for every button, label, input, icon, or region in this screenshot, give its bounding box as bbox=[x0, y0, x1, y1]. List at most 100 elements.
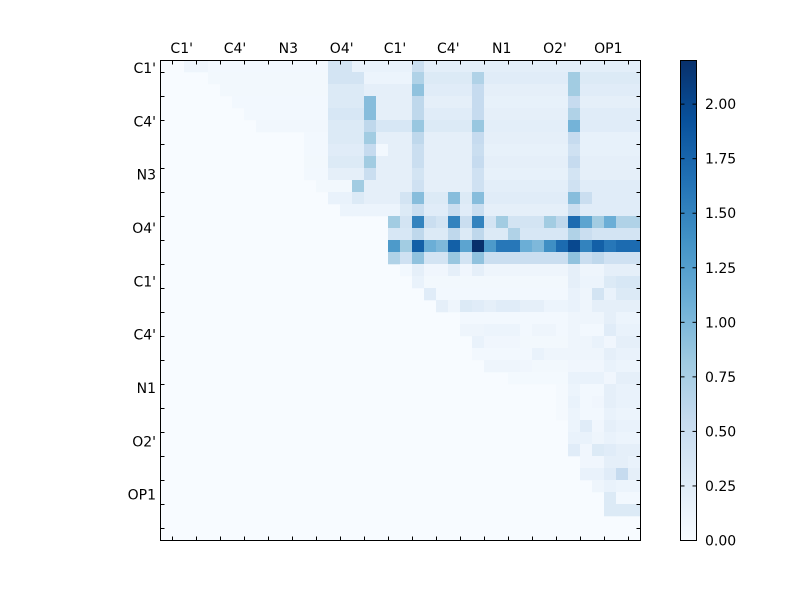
heatmap-cell bbox=[484, 324, 497, 337]
heatmap-cell bbox=[316, 168, 329, 181]
heatmap-cell bbox=[484, 348, 497, 361]
heatmap-cell bbox=[436, 240, 449, 253]
heatmap-cell bbox=[556, 300, 569, 313]
heatmap-cell bbox=[628, 180, 641, 193]
heatmap-cell bbox=[352, 144, 365, 157]
heatmap-cell bbox=[556, 264, 569, 277]
y-tick-label: N1 bbox=[137, 381, 156, 397]
heatmap-cell bbox=[544, 192, 557, 205]
heatmap-cell bbox=[376, 96, 389, 109]
heatmap-cell bbox=[328, 60, 341, 73]
heatmap-cell bbox=[424, 192, 437, 205]
heatmap-cell bbox=[520, 72, 533, 85]
heatmap-cell bbox=[448, 192, 461, 205]
heatmap-cell bbox=[508, 228, 521, 241]
heatmap-cell bbox=[568, 108, 581, 121]
heatmap-cell bbox=[496, 276, 509, 289]
heatmap-cell bbox=[532, 324, 545, 337]
heatmap-cell bbox=[304, 132, 317, 145]
colorbar-tick-label: 1.75 bbox=[705, 152, 736, 168]
heatmap-cell bbox=[544, 120, 557, 133]
heatmap-cell bbox=[484, 336, 497, 349]
heatmap-cell bbox=[520, 264, 533, 277]
heatmap-cell bbox=[340, 168, 353, 181]
heatmap-cell bbox=[628, 504, 641, 517]
heatmap-cell bbox=[472, 348, 485, 361]
heatmap-cell bbox=[544, 144, 557, 157]
heatmap-cell bbox=[292, 96, 305, 109]
heatmap-cell bbox=[280, 108, 293, 121]
heatmap-cell bbox=[532, 132, 545, 145]
heatmap-cell bbox=[604, 264, 617, 277]
heatmap-cell bbox=[508, 348, 521, 361]
x-axis-tick-labels: C1' C4' N3 O4' C1' C4' N1 O2' OP1 bbox=[170, 41, 622, 57]
heatmap-cell bbox=[604, 456, 617, 469]
heatmap-cell bbox=[496, 336, 509, 349]
heatmap-cell bbox=[520, 84, 533, 97]
heatmap-cell bbox=[532, 192, 545, 205]
heatmap-cell bbox=[616, 204, 629, 217]
heatmap-cell bbox=[532, 372, 545, 385]
heatmap-cell bbox=[592, 84, 605, 97]
heatmap-cell bbox=[256, 72, 269, 85]
heatmap-cell bbox=[532, 204, 545, 217]
heatmap-cell bbox=[340, 84, 353, 97]
heatmap-cell bbox=[628, 324, 641, 337]
heatmap-cell bbox=[436, 144, 449, 157]
colorbar-tick-label: 1.00 bbox=[705, 315, 736, 331]
heatmap-cell bbox=[436, 120, 449, 133]
heatmap-cell bbox=[520, 336, 533, 349]
heatmap-cell bbox=[568, 372, 581, 385]
heatmap-cell bbox=[520, 312, 533, 325]
heatmap-cell bbox=[604, 96, 617, 109]
heatmap-cell bbox=[436, 84, 449, 97]
heatmap-cell bbox=[448, 84, 461, 97]
heatmap-cell bbox=[580, 468, 593, 481]
heatmap-cell bbox=[364, 204, 377, 217]
heatmap-cell bbox=[508, 336, 521, 349]
heatmap-cell bbox=[604, 492, 617, 505]
heatmap-cell bbox=[436, 96, 449, 109]
heatmap-cell bbox=[532, 84, 545, 97]
heatmap-cell bbox=[400, 228, 413, 241]
heatmap-cell bbox=[508, 108, 521, 121]
heatmap-cell bbox=[508, 264, 521, 277]
heatmap-cell bbox=[580, 216, 593, 229]
heatmap-cell bbox=[592, 324, 605, 337]
heatmap-cell bbox=[508, 288, 521, 301]
heatmap-cell bbox=[604, 132, 617, 145]
heatmap-cell bbox=[580, 408, 593, 421]
heatmap-cell bbox=[496, 120, 509, 133]
heatmap-cell bbox=[352, 132, 365, 145]
heatmap-cell bbox=[424, 156, 437, 169]
heatmap-cell bbox=[532, 336, 545, 349]
heatmap-cell bbox=[580, 420, 593, 433]
heatmap-cell bbox=[388, 228, 401, 241]
heatmap-cell bbox=[460, 240, 473, 253]
heatmap-cell bbox=[268, 60, 281, 73]
heatmap-cell bbox=[628, 264, 641, 277]
heatmap-cell bbox=[568, 324, 581, 337]
heatmap-cell bbox=[364, 168, 377, 181]
heatmap-cell bbox=[604, 192, 617, 205]
heatmap-cell bbox=[544, 216, 557, 229]
heatmap-cell bbox=[376, 84, 389, 97]
heatmap-cell bbox=[460, 72, 473, 85]
heatmap-cell bbox=[592, 384, 605, 397]
heatmap-cell bbox=[448, 168, 461, 181]
heatmap-cell bbox=[628, 252, 641, 265]
heatmap-cell bbox=[592, 312, 605, 325]
heatmap-cell bbox=[592, 216, 605, 229]
heatmap-cell bbox=[340, 144, 353, 157]
heatmap-cell bbox=[400, 108, 413, 121]
heatmap-cell bbox=[520, 240, 533, 253]
heatmap-cell bbox=[352, 180, 365, 193]
heatmap-cell bbox=[580, 204, 593, 217]
heatmap-cell bbox=[544, 324, 557, 337]
heatmap-cell bbox=[436, 204, 449, 217]
heatmap-cell bbox=[448, 156, 461, 169]
x-tick-label: O2' bbox=[543, 41, 567, 57]
heatmap-cell bbox=[580, 372, 593, 385]
heatmap-cell bbox=[472, 192, 485, 205]
heatmap-cell bbox=[448, 204, 461, 217]
